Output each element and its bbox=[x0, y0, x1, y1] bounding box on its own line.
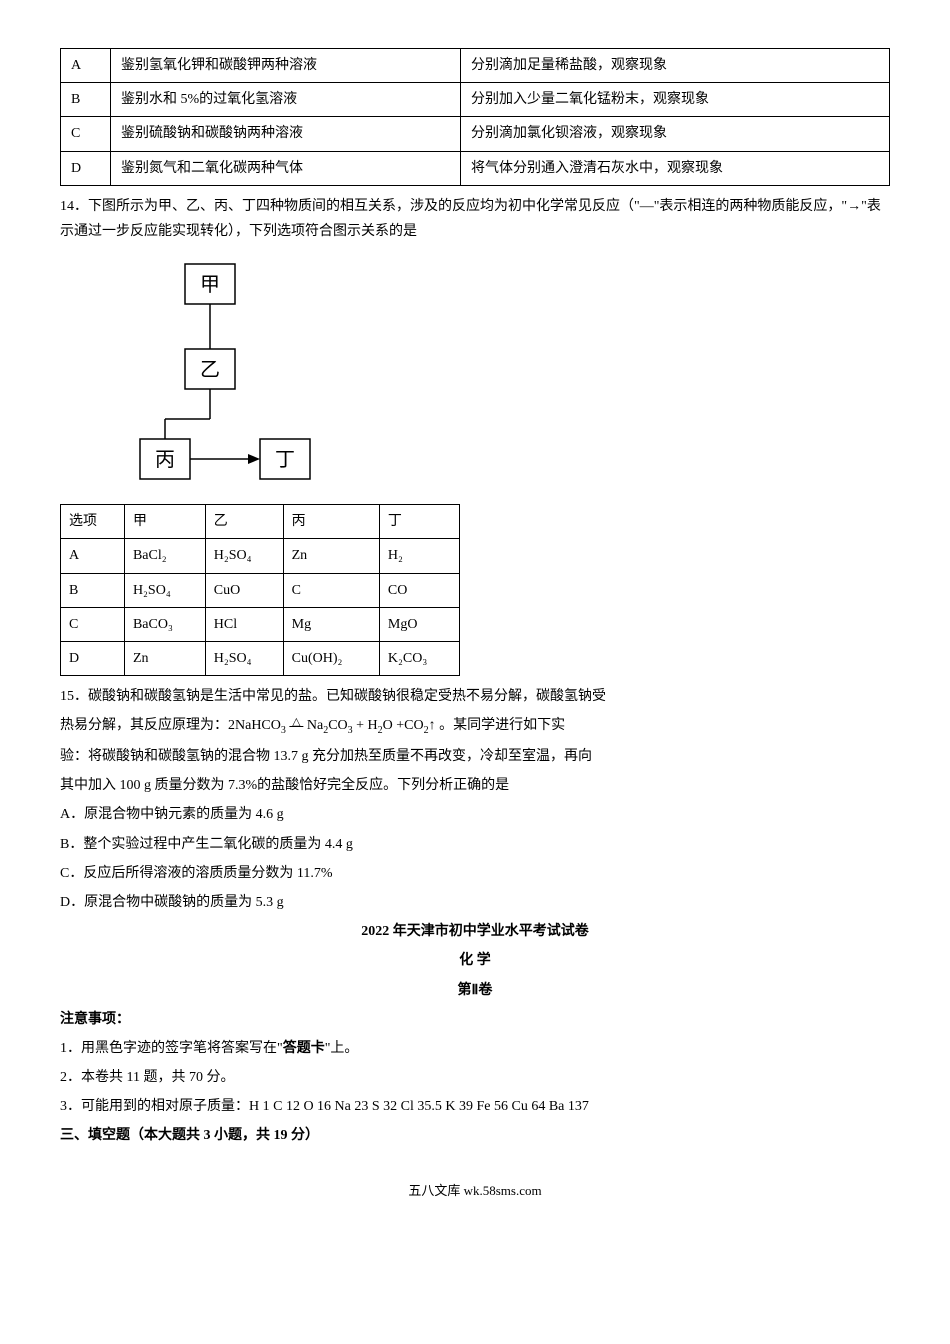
q15-text: CO bbox=[328, 718, 347, 733]
q15-optB: B．整个实验过程中产生二氧化碳的质量为 4.4 g bbox=[60, 832, 890, 857]
subject-title: 化 学 bbox=[60, 948, 890, 973]
q15-line4: 其中加入 100 g 质量分数为 7.3%的盐酸恰好完全反应。下列分析正确的是 bbox=[60, 773, 890, 798]
node-jia: 甲 bbox=[200, 274, 220, 296]
node-ding: 丁 bbox=[275, 449, 295, 471]
section-3-heading: 三、填空题（本大题共 3 小题，共 19 分） bbox=[60, 1123, 890, 1148]
cell: MgO bbox=[379, 607, 459, 641]
cell-experiment: 鉴别氢氧化钾和碳酸钾两种溶液 bbox=[111, 49, 461, 83]
q15-text: 热易分解，其反应原理为：2NaHCO bbox=[60, 718, 281, 733]
cell: H₂SO₄ bbox=[205, 539, 283, 573]
cell: D bbox=[61, 641, 125, 675]
q15-text: ↑ 。某同学进行如下实 bbox=[429, 718, 566, 733]
cell-experiment: 鉴别硫酸钠和碳酸钠两种溶液 bbox=[111, 117, 461, 151]
cell-method: 将气体分别通入澄清石灰水中，观察现象 bbox=[461, 151, 890, 185]
cell: K₂CO₃ bbox=[379, 641, 459, 675]
node-yi: 乙 bbox=[200, 359, 220, 381]
cell: Zn bbox=[124, 641, 205, 675]
q15-line1: 15．碳酸钠和碳酸氢钠是生活中常见的盐。已知碳酸钠很稳定受热不易分解，碳酸氢钠受 bbox=[60, 684, 890, 709]
header-bing: 丙 bbox=[283, 505, 379, 539]
q15-line3: 验：将碳酸钠和碳酸氢钠的混合物 13.7 g 充分加热至质量不再改变，冷却至室温… bbox=[60, 744, 890, 769]
cell-opt: A bbox=[61, 49, 111, 83]
table-row: B H₂SO₄ CuO C CO bbox=[61, 573, 460, 607]
heat-triangle-icon: △ bbox=[289, 716, 303, 728]
table-row: C 鉴别硫酸钠和碳酸钠两种溶液 分别滴加氯化钡溶液，观察现象 bbox=[61, 117, 890, 151]
q15-optD: D．原混合物中碳酸钠的质量为 5.3 g bbox=[60, 890, 890, 915]
cell: C bbox=[61, 607, 125, 641]
header-option: 选项 bbox=[61, 505, 125, 539]
table-identification: A 鉴别氢氧化钾和碳酸钾两种溶液 分别滴加足量稀盐酸，观察现象 B 鉴别水和 5… bbox=[60, 48, 890, 186]
table-row: A 鉴别氢氧化钾和碳酸钾两种溶液 分别滴加足量稀盐酸，观察现象 bbox=[61, 49, 890, 83]
q15-optC: C．反应后所得溶液的溶质质量分数为 11.7% bbox=[60, 861, 890, 886]
answer-card-label: 答题卡 bbox=[283, 1041, 325, 1056]
exam-title: 2022 年天津市初中学业水平考试试卷 bbox=[60, 919, 890, 944]
cell: BaCl₂ bbox=[124, 539, 205, 573]
cell: B bbox=[61, 573, 125, 607]
header-ding: 丁 bbox=[379, 505, 459, 539]
subscript: 3 bbox=[281, 725, 286, 736]
cell-experiment: 鉴别水和 5%的过氧化氢溶液 bbox=[111, 83, 461, 117]
notes-heading: 注意事项： bbox=[60, 1007, 890, 1032]
note-3: 3．可能用到的相对原子质量：H 1 C 12 O 16 Na 23 S 32 C… bbox=[60, 1094, 890, 1119]
cell: CO bbox=[379, 573, 459, 607]
cell-method: 分别滴加氯化钡溶液，观察现象 bbox=[461, 117, 890, 151]
cell: H₂SO₄ bbox=[205, 641, 283, 675]
cell-opt: B bbox=[61, 83, 111, 117]
q15-text: O +CO bbox=[383, 718, 424, 733]
table-options: 选项 甲 乙 丙 丁 A BaCl₂ H₂SO₄ Zn H₂ B H₂SO₄ C… bbox=[60, 504, 460, 676]
node-bing: 丙 bbox=[155, 449, 175, 471]
cell-opt: D bbox=[61, 151, 111, 185]
table-header-row: 选项 甲 乙 丙 丁 bbox=[61, 505, 460, 539]
note-2: 2．本卷共 11 题，共 70 分。 bbox=[60, 1065, 890, 1090]
cell-opt: C bbox=[61, 117, 111, 151]
cell: HCl bbox=[205, 607, 283, 641]
cell: H₂SO₄ bbox=[124, 573, 205, 607]
q15-text: + H bbox=[353, 718, 378, 733]
cell: Zn bbox=[283, 539, 379, 573]
cell: CuO bbox=[205, 573, 283, 607]
cell: H₂ bbox=[379, 539, 459, 573]
note-text: "上。 bbox=[325, 1041, 359, 1056]
cell: A bbox=[61, 539, 125, 573]
cell-experiment: 鉴别氮气和二氧化碳两种气体 bbox=[111, 151, 461, 185]
cell: Cu(OH)₂ bbox=[283, 641, 379, 675]
q14-stem: 14．下图所示为甲、乙、丙、丁四种物质间的相互关系，涉及的反应均为初中化学常见反… bbox=[60, 194, 890, 244]
q15-optA: A．原混合物中钠元素的质量为 4.6 g bbox=[60, 802, 890, 827]
table-row: C BaCO₃ HCl Mg MgO bbox=[61, 607, 460, 641]
table-row: A BaCl₂ H₂SO₄ Zn H₂ bbox=[61, 539, 460, 573]
cell-method: 分别加入少量二氧化锰粉末，观察现象 bbox=[461, 83, 890, 117]
q15-text: Na bbox=[303, 718, 323, 733]
header-yi: 乙 bbox=[205, 505, 283, 539]
cell: BaCO₃ bbox=[124, 607, 205, 641]
cell: C bbox=[283, 573, 379, 607]
table-row: B 鉴别水和 5%的过氧化氢溶液 分别加入少量二氧化锰粉末，观察现象 bbox=[61, 83, 890, 117]
footer-text: 五八文库 wk.58sms.com bbox=[60, 1179, 890, 1202]
note-1: 1．用黑色字迹的签字笔将答案写在"答题卡"上。 bbox=[60, 1036, 890, 1061]
cell: Mg bbox=[283, 607, 379, 641]
note-text: 1．用黑色字迹的签字笔将答案写在" bbox=[60, 1041, 283, 1056]
header-jia: 甲 bbox=[124, 505, 205, 539]
relationship-diagram: 甲 乙 丙 丁 bbox=[120, 259, 890, 489]
q15-line2: 热易分解，其反应原理为：2NaHCO3 △ Na2CO3 + H2O +CO2↑… bbox=[60, 713, 890, 740]
diagram-svg: 甲 乙 丙 丁 bbox=[120, 259, 320, 489]
table-row: D Zn H₂SO₄ Cu(OH)₂ K₂CO₃ bbox=[61, 641, 460, 675]
table-row: D 鉴别氮气和二氧化碳两种气体 将气体分别通入澄清石灰水中，观察现象 bbox=[61, 151, 890, 185]
cell-method: 分别滴加足量稀盐酸，观察现象 bbox=[461, 49, 890, 83]
paper-part: 第Ⅱ卷 bbox=[60, 978, 890, 1003]
